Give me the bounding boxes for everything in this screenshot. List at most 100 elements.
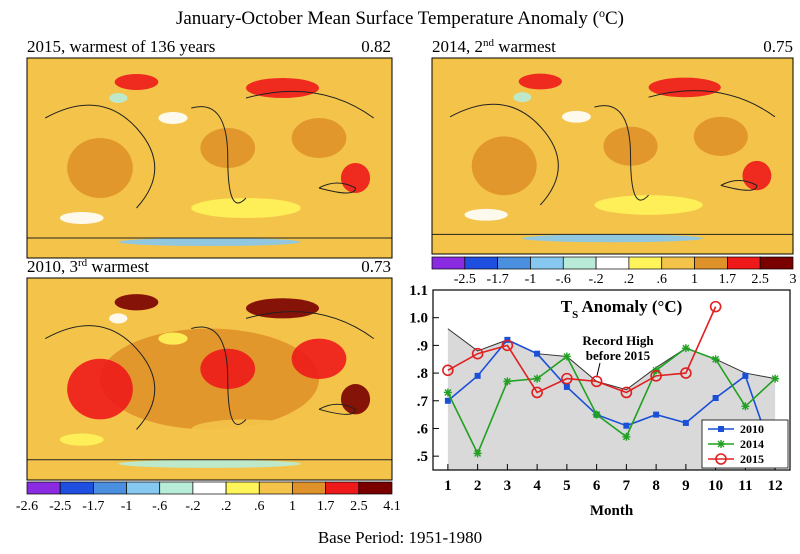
footer: Base Period: 1951-1980: [318, 528, 482, 547]
colorbar-swatch: [759, 256, 794, 270]
map-value: 0.75: [763, 37, 793, 56]
annotation: Record High: [582, 333, 654, 348]
x-tick-label: 1: [444, 478, 452, 494]
colorbar-swatch: [59, 481, 94, 495]
map-region: [291, 118, 347, 158]
marker: [444, 397, 451, 404]
map-label: 2010, 3rd warmest: [27, 257, 149, 276]
y-tick-label: .6: [417, 421, 429, 437]
colorbar-label: .6: [656, 272, 667, 287]
marker: [443, 388, 452, 397]
marker: [712, 395, 719, 401]
colorbar-swatch: [595, 256, 630, 270]
map-value: 0.73: [361, 257, 391, 276]
map-region: [67, 358, 133, 420]
chart-title-sub: S: [572, 309, 578, 321]
colorbar-swatch: [292, 481, 326, 495]
marker: [563, 383, 570, 390]
colorbar-label: 3: [790, 272, 797, 287]
legend-label: 2015: [740, 452, 764, 466]
x-tick-label: 3: [504, 478, 512, 494]
map-frame: [26, 57, 393, 259]
colorbar-swatch: [628, 256, 663, 270]
series-line: [447, 306, 717, 394]
marker: [503, 377, 512, 386]
marker: [473, 449, 482, 458]
marker: [534, 350, 541, 357]
colorbar-swatch: [464, 256, 498, 270]
coastline: [27, 90, 392, 239]
legend-label: 2010: [740, 422, 764, 436]
map: [431, 57, 794, 255]
colorbar-swatch: [431, 256, 466, 270]
map: [26, 57, 393, 259]
legend-marker: [717, 440, 725, 448]
plot-frame: [432, 289, 791, 471]
map-region: [693, 116, 748, 156]
marker: [711, 355, 720, 364]
map-region: [513, 92, 532, 103]
marker: [709, 300, 722, 313]
y-tick-label: 1.0: [409, 311, 428, 327]
x-axis-label: Month: [590, 503, 634, 519]
marker: [771, 374, 780, 383]
marker: [533, 374, 542, 383]
map-region: [59, 212, 104, 224]
map-region: [109, 93, 128, 103]
map-region: [158, 332, 188, 345]
colorbar-label: -1.7: [82, 499, 104, 514]
marker: [681, 344, 690, 353]
colorbar-label: -1.7: [487, 272, 509, 287]
coastline: [432, 90, 793, 235]
x-tick-label: 5: [563, 478, 571, 494]
map-region: [464, 208, 508, 221]
colorbar-label: 1: [691, 272, 698, 287]
chart-title-main: T: [561, 297, 573, 316]
chart-title: TS Anomaly (°C): [561, 297, 683, 321]
map-region: [340, 163, 371, 193]
map-label-text: 2014, 2: [432, 37, 483, 56]
record-high-line: [447, 328, 776, 391]
colorbar-label: -.6: [152, 499, 167, 514]
record-high-area: [447, 328, 776, 470]
colorbar-swatch: [727, 256, 761, 270]
map-region: [114, 74, 159, 90]
map: [26, 277, 393, 481]
colorbar-swatch: [159, 481, 194, 495]
colorbar-label: .2: [221, 499, 232, 514]
map-region: [191, 198, 301, 218]
colorbar-swatch: [530, 256, 564, 270]
colorbar-swatch: [258, 481, 293, 495]
chart-title-end: Anomaly (°C): [578, 297, 682, 316]
annotation: before 2015: [586, 348, 651, 363]
map-region: [67, 138, 133, 198]
map-label-sup: nd: [483, 37, 495, 49]
colorbar-swatch: [358, 481, 393, 495]
map-region: [118, 238, 301, 246]
map-region: [522, 234, 703, 243]
colorbar-label: -.2: [589, 272, 604, 287]
map-label: 2015, warmest of 136 years: [27, 37, 215, 56]
map-region: [471, 136, 537, 196]
title-text: January-October Mean Surface Temperature…: [176, 8, 599, 29]
marker: [680, 367, 692, 379]
map-region: [59, 433, 104, 446]
marker: [442, 364, 454, 377]
colorbar-label: -.6: [556, 272, 571, 287]
map-region: [246, 78, 319, 98]
series-line: [447, 347, 776, 456]
x-tick-label: 6: [593, 478, 601, 494]
colorbar-label: -2.5: [454, 272, 476, 287]
colorbar-label: 2.5: [350, 499, 368, 514]
colorbar-label: -2.6: [16, 499, 38, 514]
map-region: [191, 419, 301, 440]
marker: [590, 375, 603, 388]
title-sup: o: [599, 6, 605, 20]
x-tick-label: 8: [652, 478, 660, 494]
colorbar-swatch: [126, 481, 161, 495]
colorbar-label: 4.1: [383, 499, 401, 514]
colorbar-label: -2.5: [49, 499, 71, 514]
x-tick-label: 10: [708, 478, 723, 494]
